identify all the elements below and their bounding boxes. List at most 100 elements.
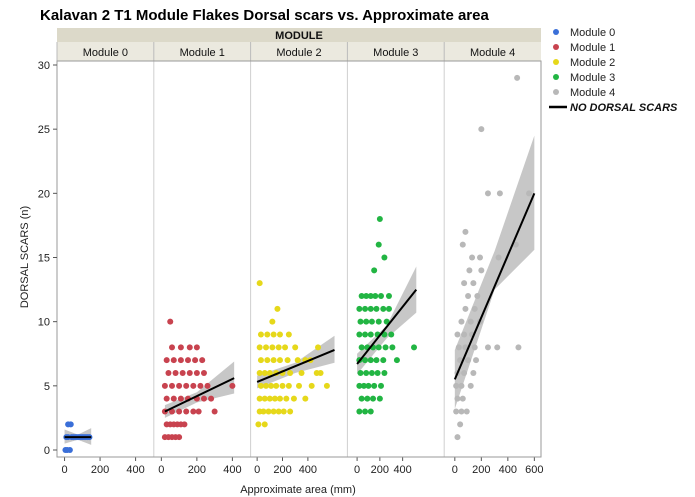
data-point <box>381 254 388 261</box>
data-point <box>256 370 263 376</box>
data-point <box>284 357 291 364</box>
data-point <box>470 280 477 287</box>
data-point <box>364 395 371 402</box>
data-point <box>285 331 292 338</box>
data-point <box>462 305 469 312</box>
data-point <box>270 331 277 338</box>
data-point <box>302 395 309 402</box>
data-point <box>294 357 301 364</box>
data-point <box>192 357 199 364</box>
data-point <box>371 267 378 274</box>
data-point <box>461 370 468 376</box>
plot-frame <box>56 60 542 458</box>
data-point <box>282 344 289 351</box>
data-point <box>315 344 322 351</box>
x-tick-label: 600 <box>525 464 543 476</box>
data-point <box>357 318 364 325</box>
data-point <box>170 357 177 364</box>
data-point <box>193 344 200 351</box>
legend: Module 0 Module 1 Module 2 Module 3 Module 4… <box>549 27 678 114</box>
legend-label: Module 0 <box>570 27 615 39</box>
data-point <box>264 357 271 364</box>
fit-line <box>356 288 418 365</box>
data-point <box>317 370 324 376</box>
data-point <box>515 344 522 351</box>
data-point <box>183 408 190 415</box>
data-point <box>356 382 363 389</box>
data-point <box>454 395 461 402</box>
data-point <box>469 254 476 261</box>
data-point <box>478 126 485 133</box>
data-point <box>385 305 392 312</box>
data-point <box>177 395 184 402</box>
data-point <box>169 408 176 415</box>
data-point <box>385 293 392 299</box>
data-point <box>266 395 273 402</box>
data-point <box>374 370 381 376</box>
y-tick-label: 30 <box>38 60 50 72</box>
data-point <box>181 421 188 428</box>
data-point <box>276 331 283 338</box>
data-point <box>287 370 294 376</box>
data-point <box>367 305 374 312</box>
x-tick-label: 200 <box>472 464 490 476</box>
data-point <box>367 331 374 338</box>
data-point <box>458 408 465 415</box>
data-point <box>461 331 468 338</box>
data-point <box>256 280 263 287</box>
y-axis-label: DORSAL SCARS (n) <box>19 206 31 308</box>
y-tick-label: 15 <box>38 253 50 265</box>
panel-label: Module 0 <box>83 47 128 59</box>
data-point <box>184 357 191 364</box>
data-point <box>454 331 461 338</box>
chart-title: Kalavan 2 T1 Module Flakes Dorsal scars … <box>40 7 489 24</box>
data-point <box>465 293 472 299</box>
data-point <box>455 344 462 351</box>
y-axis: 0 5 10 15 20 25 30 <box>38 60 57 457</box>
fit-line <box>164 377 235 413</box>
y-tick-label: 10 <box>38 317 50 329</box>
x-tick-label: 200 <box>91 464 109 476</box>
data-point <box>362 305 369 312</box>
x-axis-label: Approximate area (mm) <box>240 484 356 496</box>
data-point <box>471 305 478 312</box>
data-point <box>360 382 367 389</box>
data-point <box>274 305 281 312</box>
data-point <box>161 382 168 389</box>
data-point <box>375 318 382 325</box>
data-point <box>381 370 388 376</box>
data-point <box>285 382 292 389</box>
x-tick-label: 200 <box>273 464 291 476</box>
data-point <box>292 344 299 351</box>
data-point <box>367 357 374 364</box>
data-point <box>204 382 211 389</box>
data-point <box>378 293 384 299</box>
legend-label: Module 1 <box>570 42 615 54</box>
data-point <box>270 357 277 364</box>
data-point <box>200 395 207 402</box>
data-point <box>169 382 176 389</box>
x-tick-label: 0 <box>254 464 260 476</box>
data-point <box>470 370 477 376</box>
legend-marker <box>553 29 559 35</box>
data-point <box>268 382 275 389</box>
data-point <box>229 382 236 389</box>
data-point <box>363 293 370 299</box>
data-point <box>177 344 184 351</box>
x-tick-label: 400 <box>499 464 517 476</box>
x-tick-label: 400 <box>223 464 241 476</box>
panel-4: Module 4 0 200 400 600 <box>443 42 544 476</box>
data-point <box>363 318 370 325</box>
fit-line <box>256 348 335 383</box>
data-point <box>190 382 197 389</box>
data-point <box>275 344 282 351</box>
group-header-label: MODULE <box>275 30 323 42</box>
y-tick-label: 20 <box>38 188 50 200</box>
panel-label: Module 4 <box>470 47 515 59</box>
data-point <box>357 370 364 376</box>
panel-label: Module 3 <box>373 47 418 59</box>
data-point <box>257 357 264 364</box>
data-point <box>270 408 277 415</box>
data-point <box>170 395 177 402</box>
